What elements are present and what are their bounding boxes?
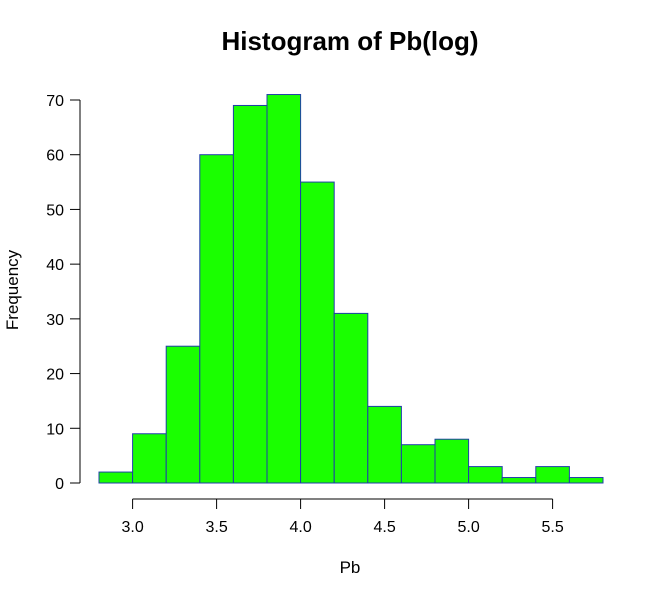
x-tick-label-5: 5.5 [541,519,563,536]
histogram-bar-2 [165,345,201,484]
x-tick-label-0: 3.0 [121,519,143,536]
histogram-bar-7 [333,312,369,484]
y-tick-label-4: 40 [46,257,64,274]
x-tick-label-1: 3.5 [205,519,227,536]
histogram-bar-3 [199,154,234,484]
histogram-bar-1 [132,433,167,484]
histogram-bar-0 [98,471,134,484]
y-tick-label-3: 30 [46,312,64,329]
histogram-bar-12 [501,477,537,484]
bars-group [98,94,604,484]
histogram-bar-4 [232,104,268,484]
histogram-bar-14 [568,477,604,484]
y-axis: 0 10 20 30 40 50 60 70 [46,93,81,493]
y-tick-label-6: 60 [46,148,64,165]
histogram-bar-11 [468,466,503,484]
x-tick-label-3: 4.5 [373,519,395,536]
y-tick-label-5: 50 [46,202,64,219]
histogram-bar-5 [266,94,302,484]
y-tick-label-2: 20 [46,367,64,384]
histogram-bar-8 [367,405,402,484]
y-tick-label-1: 10 [46,421,64,438]
y-tick-label-0: 0 [55,476,64,493]
y-axis-label: Frequency [3,249,22,330]
histogram-bar-13 [535,466,570,484]
y-tick-label-7: 70 [46,93,64,110]
x-tick-label-4: 5.0 [457,519,479,536]
histogram-bar-9 [400,444,436,484]
x-axis: 3.0 3.5 4.0 4.5 5.0 5.5 [121,498,564,536]
histogram-bar-6 [300,181,335,484]
chart-title: Histogram of Pb(log) [221,26,478,56]
x-axis-label: Pb [340,558,361,577]
histogram-bar-10 [434,438,470,484]
x-tick-label-2: 4.0 [289,519,311,536]
